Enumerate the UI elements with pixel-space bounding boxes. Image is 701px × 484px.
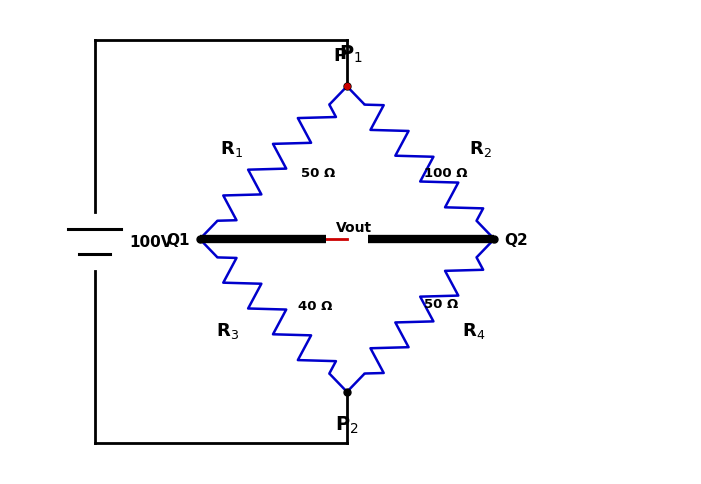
Text: 40 Ω: 40 Ω <box>298 300 332 313</box>
Text: 50 Ω: 50 Ω <box>301 166 336 180</box>
Text: P$_1$: P$_1$ <box>339 44 362 65</box>
Text: R$_1$: R$_1$ <box>220 139 243 159</box>
Text: R$_3$: R$_3$ <box>217 320 239 340</box>
Text: R$_4$: R$_4$ <box>461 320 485 340</box>
Text: 50 Ω: 50 Ω <box>424 297 458 310</box>
Text: 100 Ω: 100 Ω <box>424 166 468 180</box>
Text: 100V: 100V <box>130 235 173 249</box>
Text: Vout: Vout <box>336 221 372 235</box>
Text: R$_2$: R$_2$ <box>469 139 491 159</box>
Text: P$_2$: P$_2$ <box>335 414 359 435</box>
Text: P: P <box>334 47 347 65</box>
Text: Q1: Q1 <box>165 232 189 247</box>
Text: Q2: Q2 <box>505 232 529 247</box>
